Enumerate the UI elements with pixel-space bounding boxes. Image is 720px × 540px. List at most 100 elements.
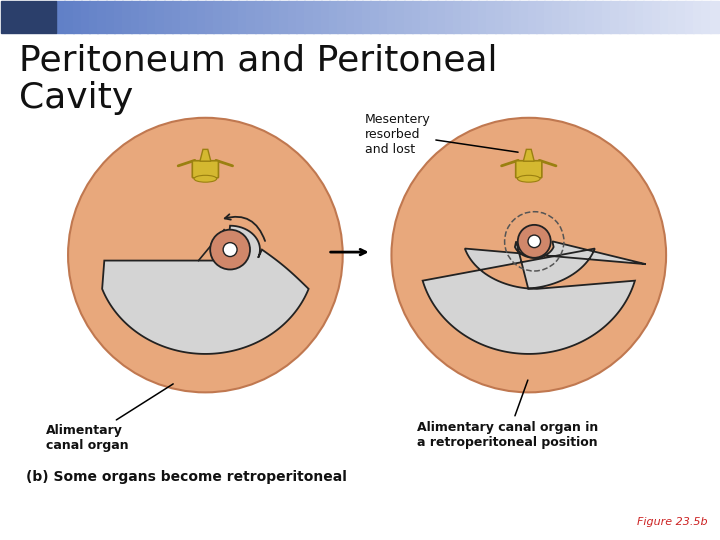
Bar xyxy=(594,2,603,33)
Bar xyxy=(329,2,338,33)
Bar xyxy=(536,2,545,33)
Bar xyxy=(677,2,685,33)
Bar xyxy=(585,2,595,33)
Ellipse shape xyxy=(518,176,540,182)
Bar xyxy=(338,2,346,33)
Polygon shape xyxy=(523,150,534,161)
Bar xyxy=(354,2,363,33)
Bar xyxy=(305,2,313,33)
Bar xyxy=(370,2,379,33)
Bar xyxy=(495,2,504,33)
Bar xyxy=(511,2,521,33)
Bar xyxy=(106,2,115,33)
Bar xyxy=(288,2,297,33)
Polygon shape xyxy=(423,241,646,354)
Bar xyxy=(635,2,644,33)
Polygon shape xyxy=(200,150,211,161)
Bar xyxy=(503,2,512,33)
Circle shape xyxy=(210,230,250,269)
Bar xyxy=(114,2,123,33)
FancyBboxPatch shape xyxy=(516,161,542,178)
Text: Mesentery
resorbed
and lost: Mesentery resorbed and lost xyxy=(364,113,518,156)
Bar xyxy=(321,2,330,33)
FancyBboxPatch shape xyxy=(192,161,218,178)
Bar xyxy=(618,2,628,33)
Bar xyxy=(312,2,322,33)
Bar xyxy=(213,2,222,33)
Bar xyxy=(403,2,413,33)
Bar xyxy=(552,2,562,33)
Bar xyxy=(89,2,99,33)
Text: (b) Some organs become retroperitoneal: (b) Some organs become retroperitoneal xyxy=(26,470,347,484)
Circle shape xyxy=(223,242,237,256)
Bar xyxy=(271,2,281,33)
Bar xyxy=(660,2,669,33)
Bar xyxy=(296,2,305,33)
Bar xyxy=(602,2,611,33)
Bar xyxy=(478,2,487,33)
Bar xyxy=(561,2,570,33)
Bar xyxy=(420,2,429,33)
Text: Figure 23.5b: Figure 23.5b xyxy=(637,517,708,526)
Circle shape xyxy=(518,225,551,258)
Bar xyxy=(436,2,446,33)
Bar xyxy=(428,2,438,33)
Bar xyxy=(130,2,140,33)
Bar xyxy=(362,2,372,33)
Bar xyxy=(544,2,554,33)
Ellipse shape xyxy=(194,176,217,182)
Bar xyxy=(197,2,206,33)
Text: Peritoneum and Peritoneal
Cavity: Peritoneum and Peritoneal Cavity xyxy=(19,43,498,115)
Bar xyxy=(156,2,165,33)
Bar xyxy=(81,2,90,33)
Bar xyxy=(519,2,528,33)
Bar xyxy=(710,2,719,33)
Bar xyxy=(701,2,711,33)
Bar xyxy=(644,2,652,33)
Bar xyxy=(395,2,405,33)
Bar xyxy=(387,2,396,33)
Bar xyxy=(189,2,198,33)
Bar xyxy=(97,2,107,33)
Bar xyxy=(469,2,479,33)
Bar xyxy=(652,2,661,33)
Bar xyxy=(238,2,248,33)
Text: Alimentary canal organ in
a retroperitoneal position: Alimentary canal organ in a retroperiton… xyxy=(418,380,598,449)
Bar xyxy=(147,2,156,33)
Bar xyxy=(139,2,148,33)
Bar xyxy=(255,2,264,33)
Bar xyxy=(163,2,173,33)
Bar xyxy=(205,2,215,33)
Bar xyxy=(668,2,678,33)
Bar xyxy=(412,2,421,33)
Circle shape xyxy=(528,235,541,248)
Bar xyxy=(230,2,239,33)
Polygon shape xyxy=(102,226,309,354)
Bar xyxy=(1,2,56,33)
Bar xyxy=(346,2,355,33)
Bar xyxy=(279,2,289,33)
Circle shape xyxy=(68,118,343,393)
Bar xyxy=(222,2,231,33)
Bar xyxy=(246,2,256,33)
Bar xyxy=(685,2,694,33)
Bar xyxy=(445,2,454,33)
Bar xyxy=(528,2,537,33)
Bar xyxy=(180,2,189,33)
Text: Alimentary
canal organ: Alimentary canal organ xyxy=(46,384,174,452)
Bar xyxy=(486,2,495,33)
Bar xyxy=(453,2,462,33)
Bar xyxy=(577,2,587,33)
Bar xyxy=(172,2,181,33)
Bar xyxy=(56,2,66,33)
Bar xyxy=(263,2,272,33)
Bar xyxy=(693,2,702,33)
Bar xyxy=(379,2,388,33)
Bar xyxy=(569,2,578,33)
Bar xyxy=(64,2,73,33)
Circle shape xyxy=(392,118,666,393)
Bar xyxy=(611,2,620,33)
Bar xyxy=(122,2,132,33)
Bar xyxy=(73,2,82,33)
Bar xyxy=(627,2,636,33)
